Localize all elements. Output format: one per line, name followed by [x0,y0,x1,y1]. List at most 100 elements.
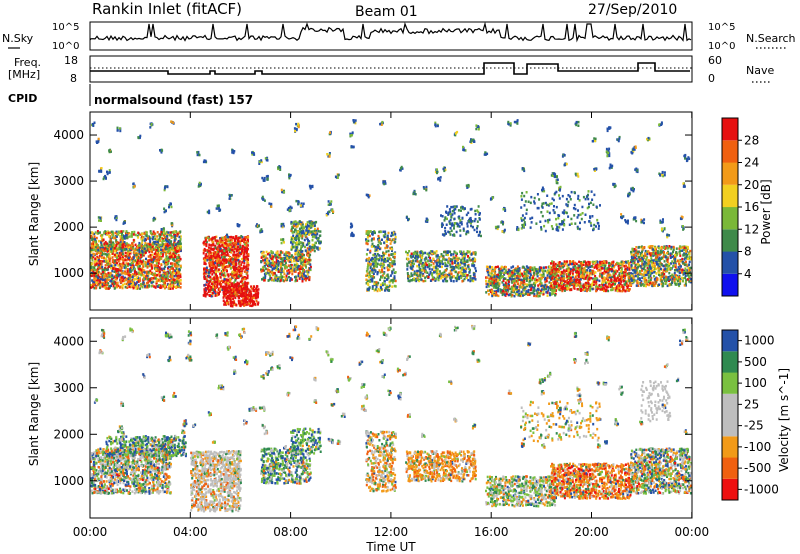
data-cell [377,263,379,266]
data-cell [166,259,168,262]
data-cell [171,237,173,240]
data-cell [215,253,217,256]
data-cell [472,277,474,280]
data-cell [174,281,176,284]
data-cell [121,276,123,279]
data-cell [227,286,229,289]
data-cell [386,274,388,277]
data-cell [547,289,549,292]
data-cell [177,265,179,268]
data-cell [428,265,430,268]
data-cell [229,246,231,249]
data-cell [290,277,292,280]
data-cell [172,275,174,278]
data-cell [173,231,175,234]
data-cell [141,233,143,236]
data-cell [146,271,148,274]
data-cell [475,253,477,256]
data-cell [151,277,153,280]
data-cell [136,285,138,288]
data-cell [293,225,295,228]
data-cell [372,263,374,266]
data-cell [448,274,450,277]
data-cell [428,274,430,277]
data-cell [206,269,208,272]
data-cell [314,250,316,253]
data-cell [96,237,98,240]
data-cell [155,286,157,289]
data-cell [378,239,380,242]
data-cell [148,255,150,257]
data-cell [374,232,376,235]
data-cell [224,269,226,272]
data-cell [179,274,181,277]
data-cell [308,248,310,251]
data-cell [210,270,212,273]
data-cell [425,270,427,273]
data-cell [163,249,165,252]
data-cell [433,271,435,274]
data-cell [245,248,247,251]
data-cell [266,251,268,254]
data-cell [119,286,121,289]
data-cell [388,289,390,292]
data-cell [159,268,161,271]
data-cell [314,242,316,245]
data-cell [426,253,428,256]
data-cell [244,300,246,303]
data-cell [210,244,212,247]
data-cell [135,287,137,290]
data-cell [219,260,221,263]
data-cell [223,238,225,241]
data-cell [386,286,388,289]
data-cell [210,259,212,262]
data-cell [231,239,233,242]
data-cell [288,264,290,267]
data-cell [273,279,275,282]
data-cell [217,242,219,245]
data-cell [237,249,239,252]
data-cell [114,264,116,267]
data-cell [309,267,311,270]
data-cell [514,273,516,276]
data-cell [295,265,297,268]
data-cell [244,239,246,242]
data-cell [170,231,172,234]
data-cell [413,263,415,266]
data-cell [110,280,112,283]
data-cell [148,284,150,287]
data-cell [497,266,499,269]
data-cell [142,286,144,289]
data-cell [450,254,452,256]
data-cell [450,280,452,283]
data-cell [129,235,131,238]
data-cell [150,254,152,257]
data-cell [390,235,392,238]
data-cell [241,240,243,243]
data-cell [221,250,223,253]
data-cell [142,269,144,272]
data-cell [217,283,219,286]
data-cell [297,230,299,233]
data-cell [93,253,95,256]
data-cell [158,279,160,282]
data-cell [291,273,293,276]
data-cell [203,288,205,291]
data-cell [124,259,126,262]
data-cell [165,238,167,241]
data-cell [315,236,317,239]
data-cell [395,271,397,274]
data-cell [235,236,237,239]
data-cell [136,262,138,265]
data-cell [92,259,94,262]
data-cell [117,233,119,236]
data-cell [178,268,180,271]
data-cell [442,258,444,261]
data-cell [547,274,549,277]
data-cell [319,242,321,245]
data-cell [372,254,374,257]
data-cell [159,244,161,247]
data-cell [280,273,282,276]
data-cell [379,257,381,260]
data-cell [274,275,276,278]
